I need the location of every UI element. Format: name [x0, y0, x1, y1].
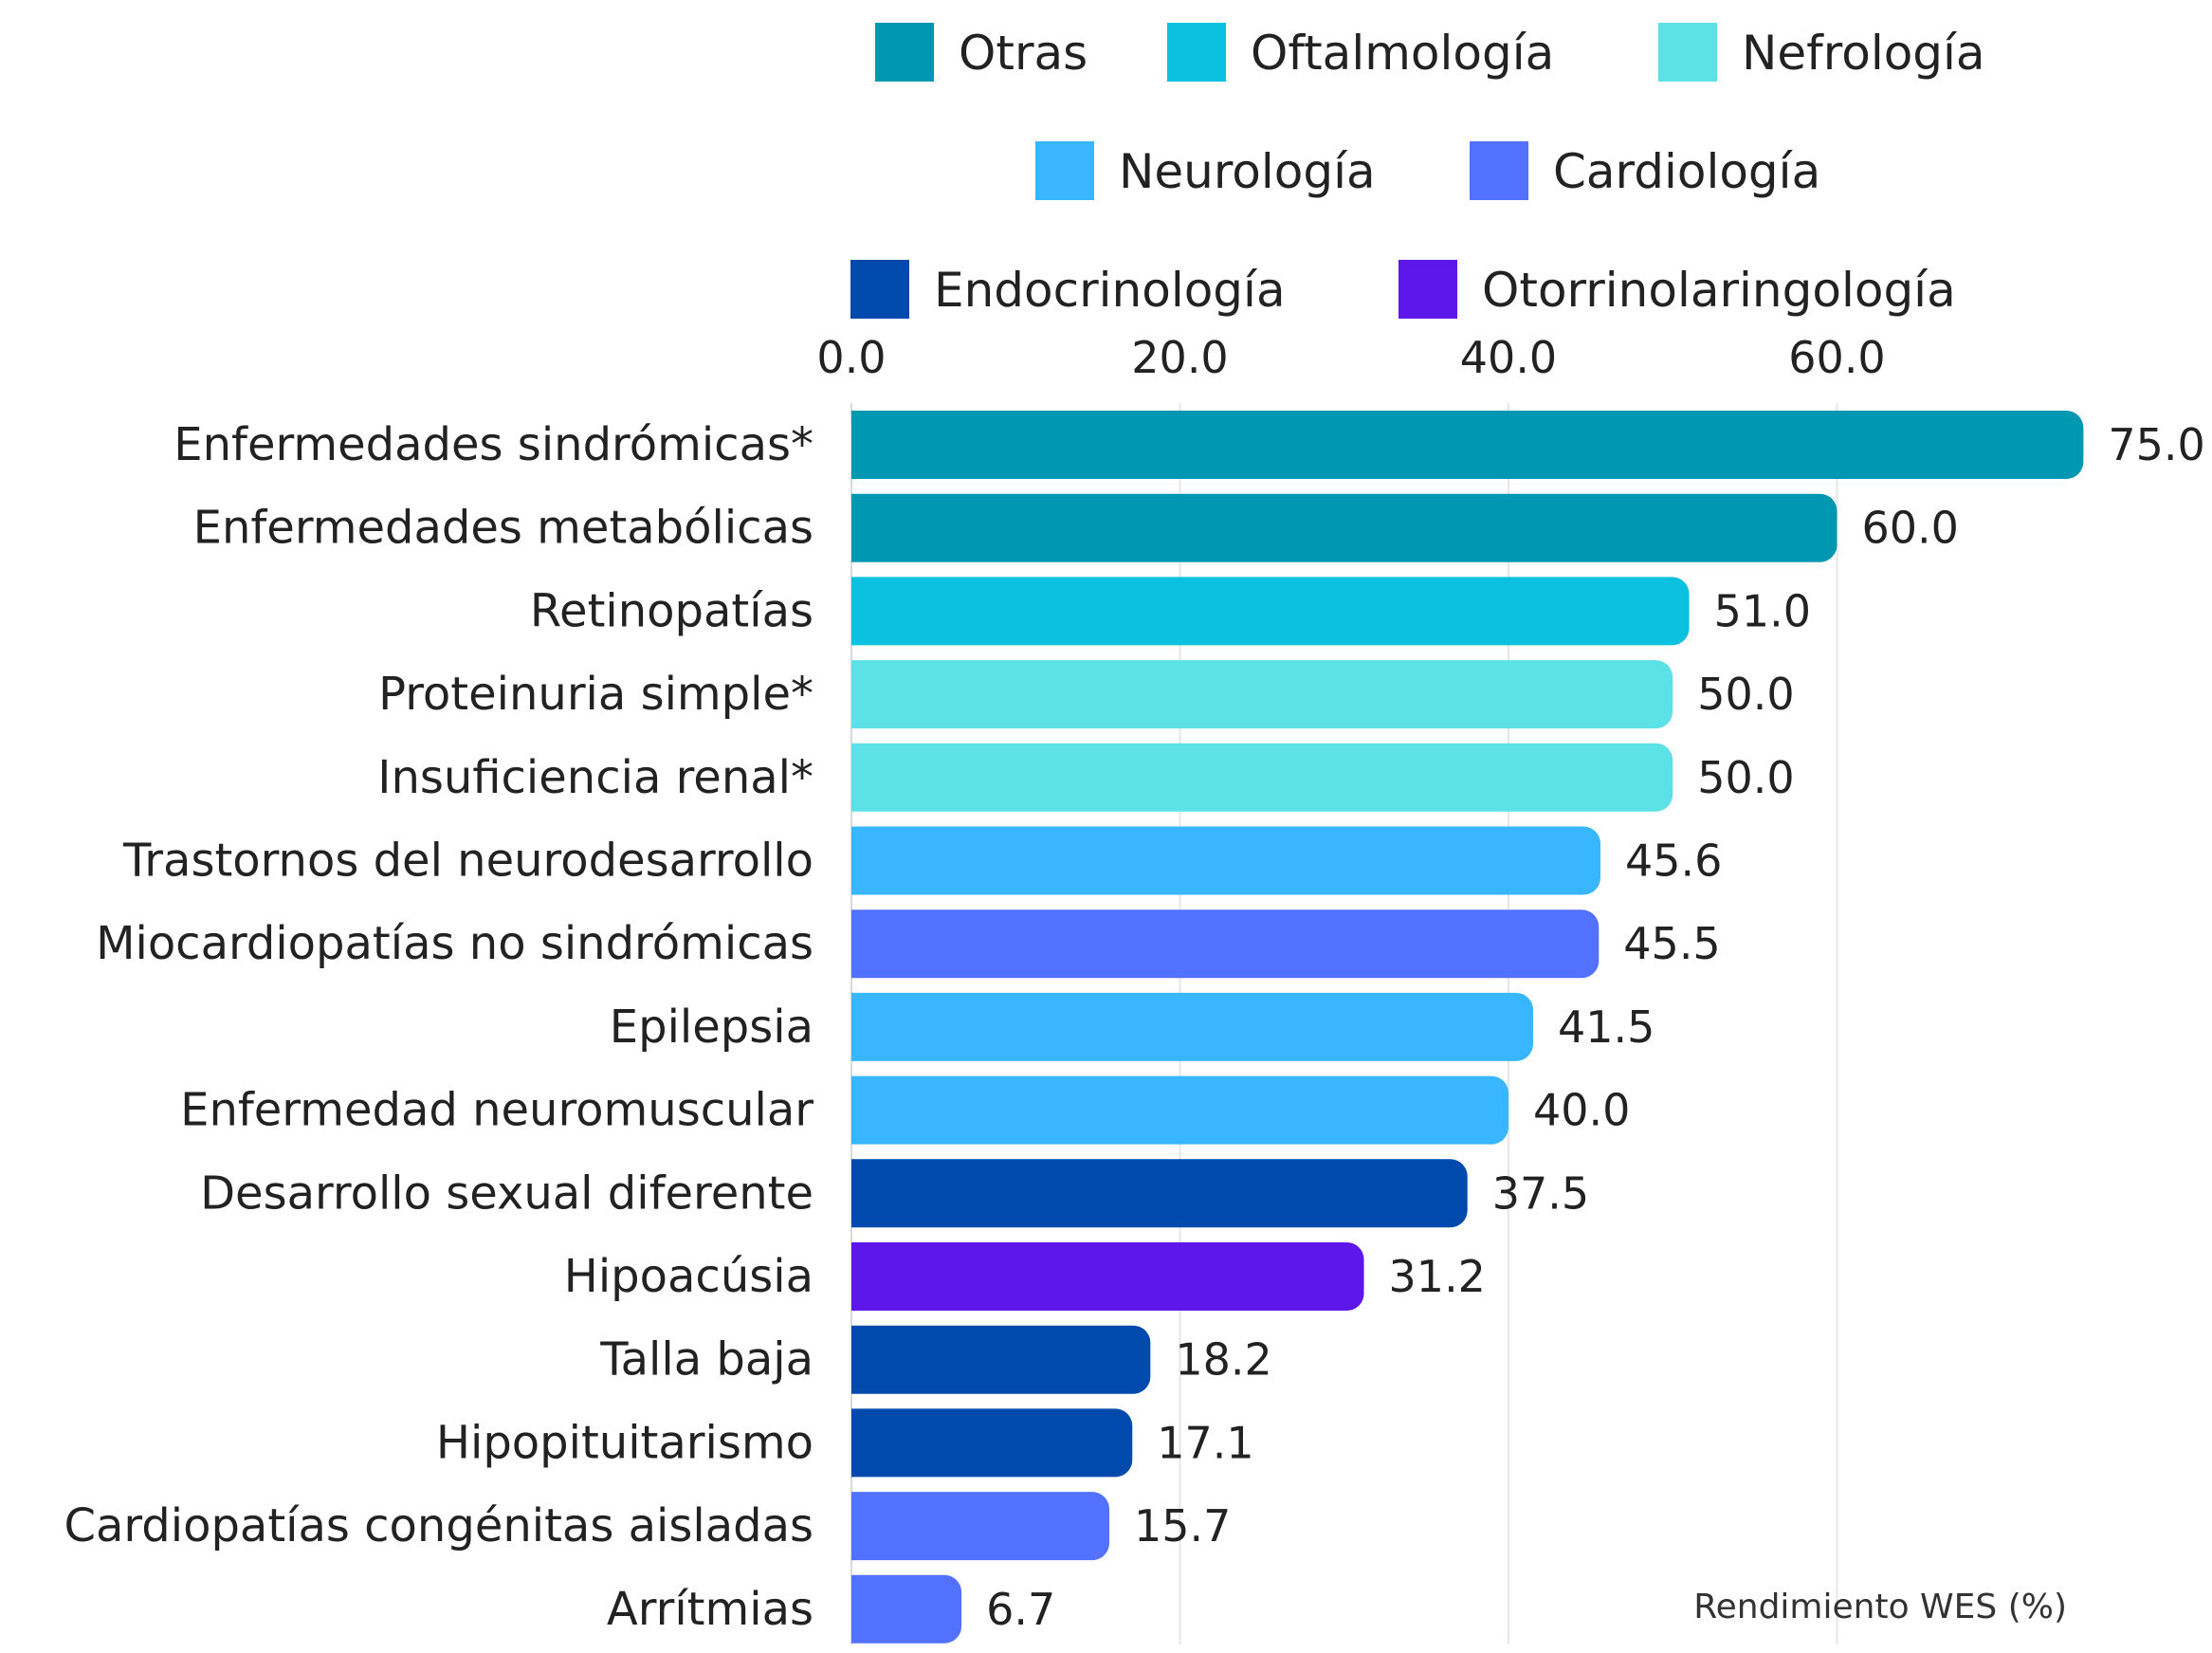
legend-swatch — [850, 260, 909, 319]
legend-label: Nefrología — [1742, 26, 1985, 81]
category-label: Enfermedad neuromuscular — [180, 1084, 814, 1137]
value-label: 75.0 — [2108, 419, 2204, 470]
value-label: 60.0 — [1862, 503, 1959, 554]
bar — [851, 992, 1533, 1061]
value-label: 17.1 — [1157, 1417, 1253, 1468]
legend-swatch — [875, 23, 934, 82]
category-label: Epilepsia — [610, 1001, 814, 1054]
value-label: 51.0 — [1714, 585, 1811, 636]
bar — [851, 743, 1673, 812]
category-label: Desarrollo sexual diferente — [200, 1166, 814, 1220]
x-tick-label: 0.0 — [816, 332, 886, 383]
category-label: Insuficiencia renal* — [377, 751, 814, 804]
legend-label: Neurología — [1119, 144, 1376, 199]
category-label: Hipopituitarismo — [436, 1416, 814, 1469]
bar — [851, 577, 1690, 646]
category-label: Proteinuria simple* — [378, 668, 814, 721]
bar — [851, 1242, 1364, 1311]
bar — [851, 826, 1601, 895]
category-label: Miocardiopatías no sindrómicas — [96, 917, 814, 970]
bar — [851, 493, 1837, 562]
bar — [851, 1159, 1468, 1228]
category-label: Enfermedades metabólicas — [193, 502, 814, 555]
value-label: 50.0 — [1697, 752, 1794, 803]
value-label: 45.5 — [1623, 918, 1720, 969]
bar — [851, 909, 1600, 979]
value-label: 6.7 — [986, 1584, 1055, 1635]
x-tick-label: 60.0 — [1788, 332, 1885, 383]
legend-swatch — [1398, 260, 1457, 319]
legend-swatch — [1470, 141, 1528, 200]
bar — [851, 1408, 1133, 1478]
legend-label: Cardiología — [1553, 144, 1820, 199]
category-label: Cardiopatías congénitas aisladas — [64, 1499, 814, 1552]
x-axis-title: Rendimiento WES (%) — [1693, 1588, 2067, 1626]
category-label: Hipoacúsia — [564, 1250, 814, 1303]
bar — [851, 660, 1673, 729]
value-label: 15.7 — [1134, 1500, 1231, 1552]
value-label: 45.6 — [1625, 836, 1722, 887]
value-label: 40.0 — [1533, 1085, 1630, 1136]
category-label: Trastornos del neurodesarrollo — [122, 835, 814, 888]
legend-swatch — [1167, 23, 1226, 82]
value-label: 41.5 — [1558, 1001, 1654, 1053]
bar — [851, 1574, 962, 1644]
bar — [851, 1075, 1509, 1145]
category-label: Enfermedades sindrómicas* — [174, 418, 814, 471]
x-tick-label: 40.0 — [1460, 332, 1557, 383]
category-label: Talla baja — [599, 1333, 814, 1387]
category-label: Arrítmias — [607, 1583, 814, 1636]
value-label: 31.2 — [1389, 1251, 1486, 1302]
category-label: Retinopatías — [530, 584, 814, 637]
legend-label: Otras — [959, 26, 1088, 81]
legend-label: Oftalmología — [1251, 26, 1554, 81]
bar — [851, 1325, 1151, 1394]
value-label: 37.5 — [1492, 1167, 1589, 1219]
x-tick-label: 20.0 — [1131, 332, 1228, 383]
legend-swatch — [1658, 23, 1717, 82]
legend-label: Otorrinolaringología — [1482, 263, 1956, 318]
value-label: 50.0 — [1697, 669, 1794, 720]
value-label: 18.2 — [1175, 1334, 1271, 1386]
bar — [851, 411, 2084, 479]
bar — [851, 1492, 1110, 1561]
legend-swatch — [1035, 141, 1094, 200]
legend-label: Endocrinología — [934, 263, 1286, 318]
